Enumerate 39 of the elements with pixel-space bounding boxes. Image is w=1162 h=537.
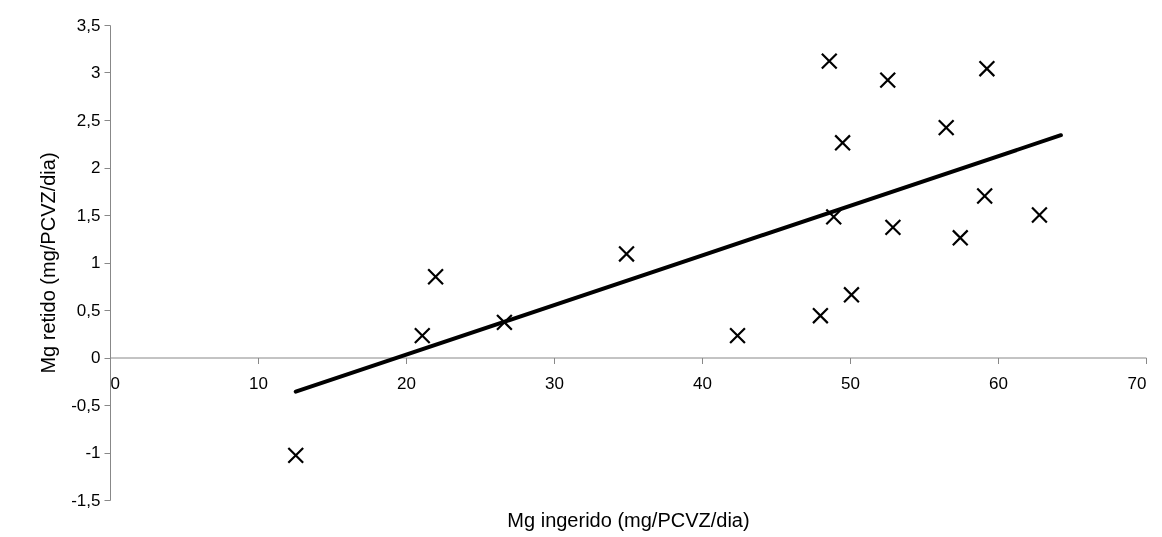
x-tick-label: 40 bbox=[693, 374, 712, 393]
point bbox=[879, 71, 897, 89]
point bbox=[842, 286, 860, 304]
x-tick-label: 20 bbox=[397, 374, 416, 393]
point bbox=[413, 327, 431, 345]
y-tick-label: 0,5 bbox=[76, 300, 101, 320]
x-tick-label: 0 bbox=[110, 374, 120, 393]
point bbox=[951, 229, 969, 247]
y-tick-label: 1,5 bbox=[76, 205, 101, 225]
point bbox=[287, 446, 305, 464]
y-tick-label: 0 bbox=[91, 348, 101, 367]
y-tick-label: -0,5 bbox=[71, 395, 101, 415]
point bbox=[729, 327, 747, 345]
x-tick-label: 70 bbox=[1127, 374, 1147, 393]
point bbox=[978, 60, 996, 78]
x-tick-label: 10 bbox=[249, 374, 268, 393]
point bbox=[820, 52, 838, 70]
point bbox=[825, 208, 843, 226]
point bbox=[976, 187, 994, 205]
point bbox=[495, 313, 513, 331]
y-tick-label: -1,5 bbox=[71, 490, 101, 510]
point bbox=[811, 307, 829, 325]
x-tick-label: 50 bbox=[841, 374, 860, 393]
x-tick-label: 60 bbox=[989, 374, 1008, 393]
y-axis-title: Mg retido (mg/PCVZ/dia) bbox=[37, 152, 60, 374]
y-tick-label: 2 bbox=[91, 158, 101, 177]
point bbox=[1030, 206, 1048, 224]
point bbox=[618, 245, 636, 263]
point bbox=[834, 134, 852, 152]
y-tick-label: 3 bbox=[91, 63, 101, 82]
point bbox=[937, 119, 955, 137]
point bbox=[884, 218, 902, 236]
y-tick-label: 2,5 bbox=[76, 110, 101, 130]
y-tick-label: 1 bbox=[91, 253, 101, 272]
y-tick-label: -1 bbox=[85, 443, 101, 462]
y-tick-label: 3,5 bbox=[76, 15, 101, 35]
x-tick-label: 30 bbox=[545, 374, 564, 393]
point bbox=[427, 268, 445, 286]
x-axis-title: Mg ingerido (mg/PCVZ/dia) bbox=[507, 508, 750, 531]
